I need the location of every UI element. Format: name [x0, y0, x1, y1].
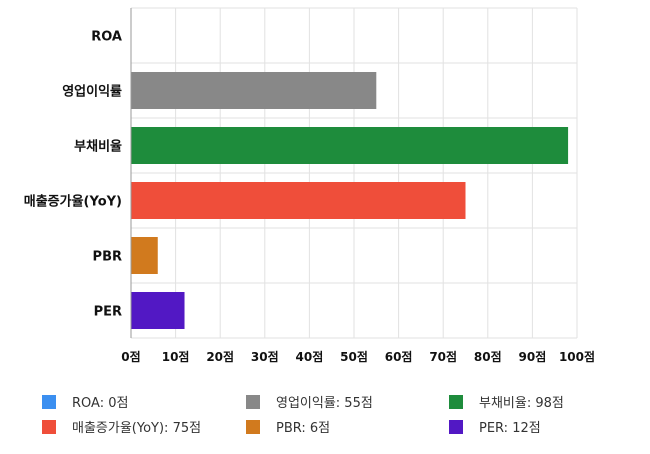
x-tick-label: 20점 [206, 349, 234, 364]
x-tick-label: 60점 [385, 349, 413, 364]
category-label: 매출증가율(YoY) [24, 194, 122, 210]
x-tick-label: 50점 [340, 349, 368, 364]
bar-5 [131, 292, 185, 329]
x-tick-label: 100점 [559, 349, 595, 364]
x-tick-label: 30점 [251, 349, 279, 364]
x-tick-label: 80점 [474, 349, 502, 364]
legend-swatch [449, 420, 463, 434]
x-tick-label: 90점 [519, 349, 547, 364]
category-label: 영업이익률 [62, 84, 122, 100]
x-tick-label: 10점 [162, 349, 190, 364]
legend-label: PER: 12점 [479, 421, 541, 436]
bar-4 [131, 237, 158, 274]
bar-3 [131, 182, 466, 219]
legend-label: ROA: 0점 [72, 396, 128, 411]
x-tick-label: 40점 [296, 349, 324, 364]
category-label: PER [94, 305, 122, 320]
category-label: 부채비율 [74, 139, 122, 155]
legend-swatch [246, 395, 260, 409]
legend-label: 영업이익률: 55점 [276, 396, 373, 411]
legend-swatch [246, 420, 260, 434]
x-tick-label: 70점 [429, 349, 457, 364]
category-label: ROA [91, 30, 122, 45]
legend-label: 매출증가율(YoY): 75점 [72, 421, 201, 436]
legend-label: 부채비율: 98점 [479, 396, 564, 411]
x-tick-label: 0점 [121, 349, 140, 364]
legend-swatch [449, 395, 463, 409]
bar-2 [131, 127, 569, 164]
legend-swatch [42, 395, 56, 409]
legend-swatch [42, 420, 56, 434]
legend-label: PBR: 6점 [276, 421, 330, 436]
bar-1 [131, 72, 377, 109]
category-label: PBR [93, 250, 122, 265]
